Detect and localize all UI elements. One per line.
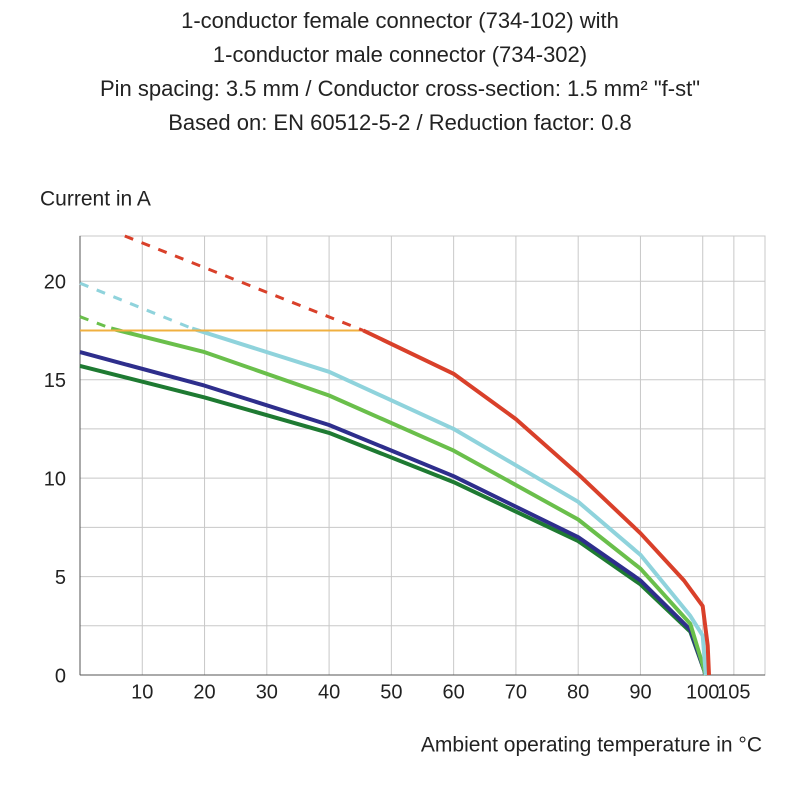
x-tick-label: 50 [380,681,402,703]
x-tick-label: 20 [193,681,215,703]
series-line [124,234,364,332]
series-line [362,328,711,676]
x-tick-label: 80 [567,681,589,703]
series-line [79,350,708,676]
chart-title: Based on: EN 60512-5-2 / Reduction facto… [168,110,632,135]
plot-frame [79,235,766,676]
y-tick-label: 20 [44,272,66,294]
x-tick-label: 100 [686,681,719,703]
series-line [79,363,708,676]
chart-title: Pin spacing: 3.5 mm / Conductor cross-se… [100,76,700,101]
x-tick-label: 70 [505,681,527,703]
series-line [191,326,708,676]
y-tick-label: 5 [55,567,66,589]
y-tick-label: 0 [55,665,66,687]
y-axis-label: Current in A [40,188,151,211]
y-tick-label: 10 [44,468,66,490]
chart-title: 1-conductor female connector (734-102) w… [181,8,619,33]
x-tick-label: 90 [629,681,651,703]
x-tick-label: 40 [318,681,340,703]
x-tick-label: 30 [256,681,278,703]
y-tick-label: 15 [44,370,66,392]
x-tick-label: 105 [717,681,750,703]
series-line [110,326,708,676]
x-axis-label: Ambient operating temperature in °C [421,734,762,757]
series-line [79,315,112,330]
x-tick-label: 10 [131,681,153,703]
series-line [79,281,193,330]
chart-title: 1-conductor male connector (734-302) [213,42,587,67]
x-tick-label: 60 [443,681,465,703]
